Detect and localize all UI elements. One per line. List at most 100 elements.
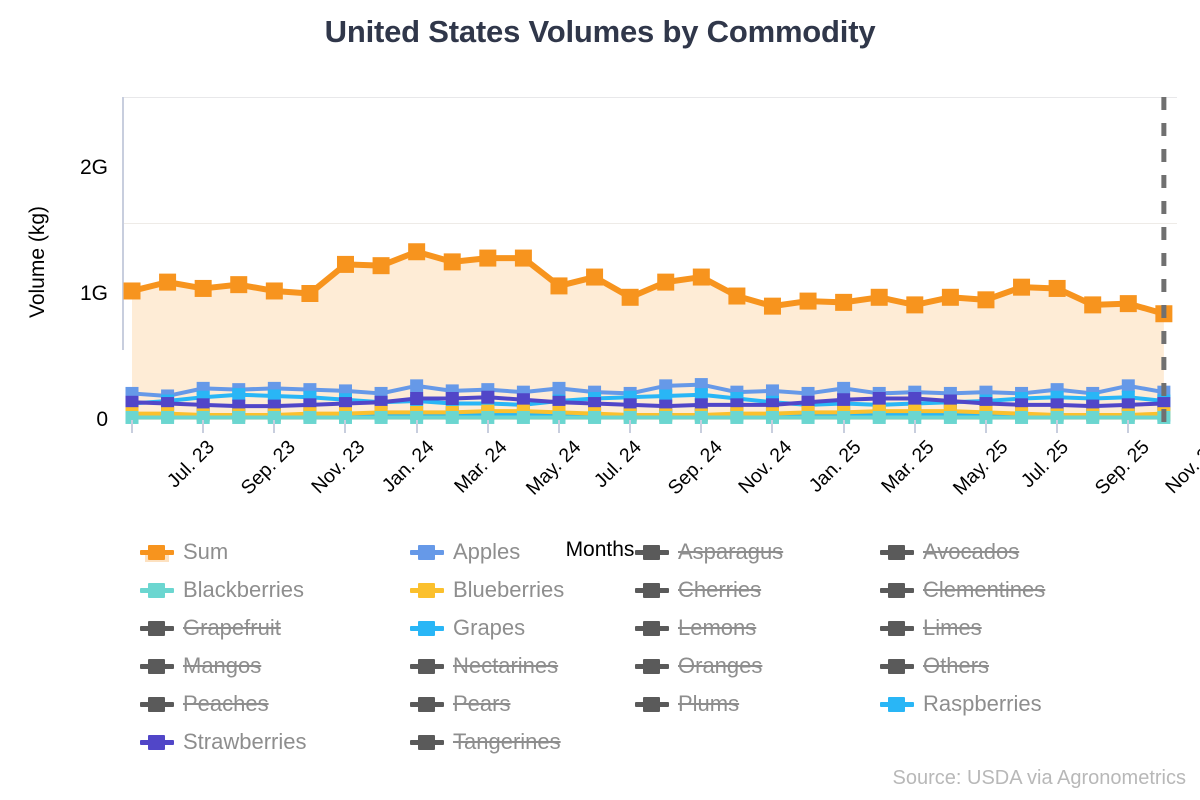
x-tick-mark xyxy=(771,420,774,433)
legend-item-label: Tangerines xyxy=(453,729,561,754)
area-fill-sum xyxy=(132,251,1164,420)
x-tick-mark xyxy=(913,420,916,433)
marker-sum xyxy=(657,273,675,291)
x-tick-mark xyxy=(131,420,133,433)
legend-marker-icon xyxy=(635,618,669,638)
legend-marker-icon xyxy=(140,580,174,600)
legend-item-clementines[interactable]: Clementines xyxy=(880,571,1180,609)
legend-item-oranges[interactable]: Oranges xyxy=(635,647,880,685)
marker-strawberries xyxy=(196,398,210,412)
legend-item-label: Clementines xyxy=(923,577,1046,602)
marker-strawberries xyxy=(125,395,139,409)
legend-item-pears[interactable]: Pears xyxy=(410,685,635,723)
legend-marker-icon xyxy=(880,656,914,676)
marker-strawberries xyxy=(1121,398,1135,412)
legend-marker-icon xyxy=(140,694,174,714)
legend-item-blueberries[interactable]: Blueberries xyxy=(410,571,635,609)
x-tick-mark xyxy=(984,420,987,433)
marker-blackberries xyxy=(552,410,566,424)
legend-item-label: Apples xyxy=(453,539,521,564)
legend-item-grapes[interactable]: Grapes xyxy=(410,609,635,647)
marker-blackberries xyxy=(303,410,317,424)
legend-item-peaches[interactable]: Peaches xyxy=(140,685,410,723)
legend-item-label: Strawberries xyxy=(183,729,307,754)
legend-item-limes[interactable]: Limes xyxy=(880,609,1180,647)
legend-item-strawberries[interactable]: Strawberries xyxy=(140,723,410,761)
x-axis-title: Months xyxy=(565,538,635,561)
marker-sum xyxy=(1048,279,1066,297)
legend-item-label: Limes xyxy=(923,615,982,640)
legend-item-tangerines[interactable]: Tangerines xyxy=(410,723,635,761)
marker-blackberries xyxy=(1050,410,1064,424)
legend-item-blackberries[interactable]: Blackberries xyxy=(140,571,410,609)
marker-blackberries xyxy=(979,410,993,424)
marker-strawberries xyxy=(445,391,459,405)
legend-item-label: Asparagus xyxy=(678,539,784,564)
legend-item-label: Grapefruit xyxy=(183,615,281,640)
marker-sum xyxy=(586,268,604,286)
marker-strawberries xyxy=(837,393,851,407)
marker-blackberries xyxy=(1086,410,1100,424)
legend-item-mangos[interactable]: Mangos xyxy=(140,647,410,685)
legend-item-sum[interactable]: Sum xyxy=(140,533,410,571)
marker-sum xyxy=(906,296,924,314)
marker-strawberries xyxy=(552,395,566,409)
source-note: Source: USDA via Agronometrics xyxy=(892,767,1186,789)
x-tick-mark xyxy=(842,420,845,433)
legend-marker-icon xyxy=(140,656,174,676)
legend-item-apples[interactable]: Apples xyxy=(410,533,635,571)
marker-sum xyxy=(230,276,248,294)
marker-strawberries xyxy=(481,390,495,404)
legend-item-label: Sum xyxy=(183,539,229,564)
legend-item-nectarines[interactable]: Nectarines xyxy=(410,647,635,685)
x-tick-label: Jul. 25 xyxy=(1016,436,1073,493)
marker-blackberries xyxy=(445,410,459,424)
x-tick-mark xyxy=(700,420,703,433)
x-tick-mark xyxy=(629,420,632,433)
marker-sum xyxy=(977,291,995,309)
marker-blackberries xyxy=(481,410,495,424)
legend-item-lemons[interactable]: Lemons xyxy=(635,609,880,647)
x-tick-mark xyxy=(344,420,347,433)
marker-blackberries xyxy=(588,410,602,424)
marker-blackberries xyxy=(516,410,530,424)
legend-item-plums[interactable]: Plums xyxy=(635,685,880,723)
legend-item-label: Plums xyxy=(678,691,740,716)
y-tick-label: 2G xyxy=(79,156,108,179)
marker-sum xyxy=(941,288,959,306)
marker-sum xyxy=(514,249,532,267)
chart-title: United States Volumes by Commodity xyxy=(324,14,876,49)
legend-item-avocados[interactable]: Avocados xyxy=(880,533,1180,571)
legend-item-asparagus[interactable]: Asparagus xyxy=(635,533,880,571)
x-tick-mark xyxy=(202,420,205,433)
gridline-1g xyxy=(124,223,1177,224)
marker-sum xyxy=(265,282,283,300)
marker-strawberries xyxy=(1157,397,1171,411)
legend-marker-icon xyxy=(410,732,444,752)
marker-sum xyxy=(479,249,497,267)
x-tick-label: Nov. 25 xyxy=(1161,436,1200,499)
legend-item-grapefruit[interactable]: Grapefruit xyxy=(140,609,410,647)
marker-sum xyxy=(1084,296,1102,314)
marker-sum xyxy=(763,297,781,315)
legend-item-label: Grapes xyxy=(453,615,526,640)
marker-blackberries xyxy=(161,410,175,424)
legend-item-cherries[interactable]: Cherries xyxy=(635,571,880,609)
marker-sum xyxy=(336,255,354,273)
marker-sum xyxy=(550,277,568,295)
x-tick-label: Sep. 25 xyxy=(1090,436,1154,500)
x-tick-mark xyxy=(1127,420,1130,433)
marker-strawberries xyxy=(338,397,352,411)
legend-marker-icon xyxy=(140,542,174,562)
legend-marker-icon xyxy=(140,618,174,638)
marker-strawberries xyxy=(872,391,886,405)
plot-svg xyxy=(123,97,1173,425)
legend-marker-icon xyxy=(635,694,669,714)
marker-grapes xyxy=(232,388,246,402)
legend-item-others[interactable]: Others xyxy=(880,647,1180,685)
legend-item-label: Mangos xyxy=(183,653,262,678)
legend-marker-icon xyxy=(880,618,914,638)
x-tick-label: May. 24 xyxy=(521,436,586,500)
legend-item-raspberries[interactable]: Raspberries xyxy=(880,685,1180,723)
x-tick-label: Jul. 23 xyxy=(162,436,220,493)
